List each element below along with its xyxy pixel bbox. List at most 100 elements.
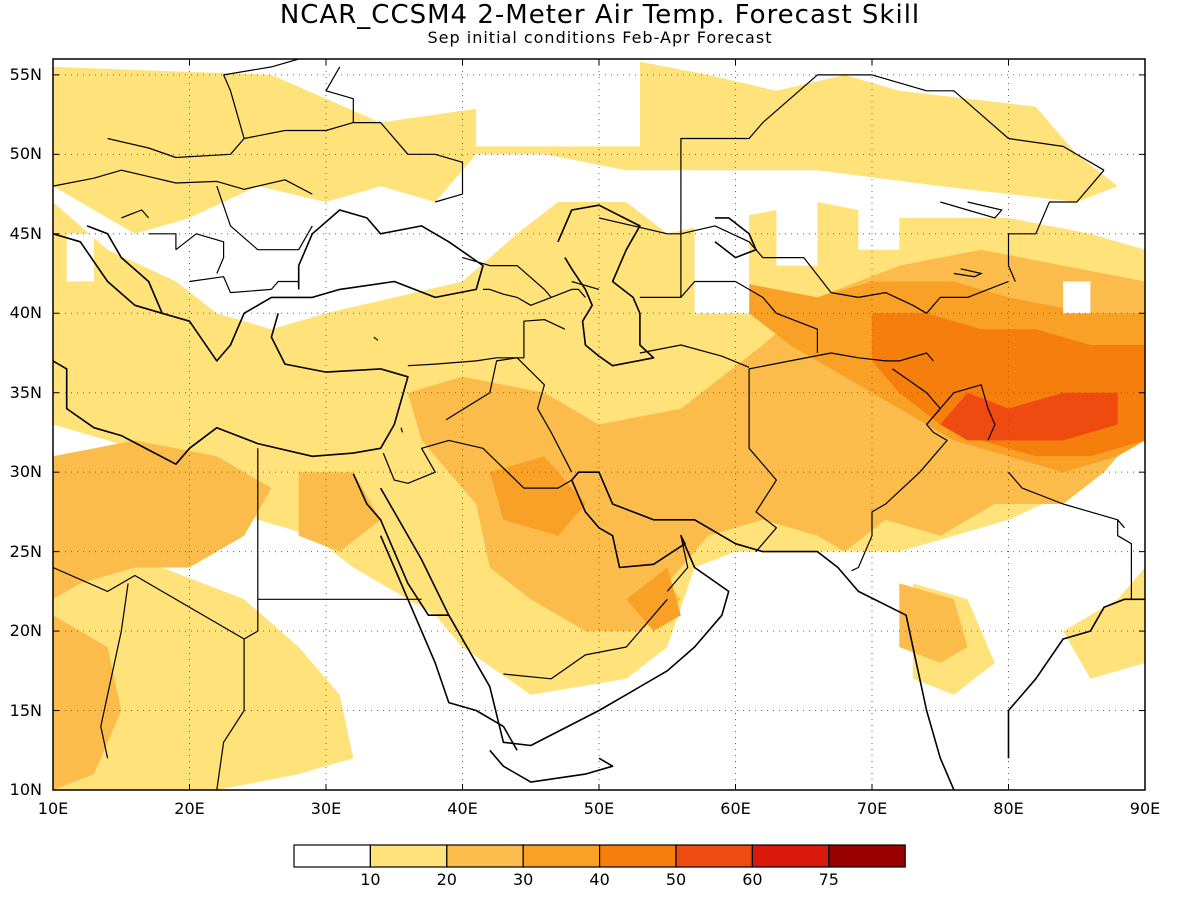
country-border-28 [270,280,299,290]
skill-region-15 [940,392,1118,441]
skill-region-7 [53,615,122,790]
country-border-10 [748,352,934,370]
lon-label-20E: 20E [174,799,205,818]
country-border-27 [325,66,354,123]
lat-label-35N: 35N [9,382,42,402]
country-border-23 [53,169,313,195]
colorbar-label-10: 10 [360,870,381,889]
country-border-35 [121,209,150,219]
colorbar-label-75: 75 [818,870,839,889]
country-border-11 [639,344,750,368]
country-border-2 [53,566,245,640]
coastline-7 [489,749,614,783]
skill-shading-layer [53,59,1145,790]
skill-region-10 [899,583,968,663]
coastline-4 [379,487,450,616]
coastline-2 [53,313,409,466]
missing-data-box-0 [476,59,640,147]
colorbar-swatch-5 [675,844,754,868]
country-border-9 [748,368,778,552]
missing-data-box-1 [694,202,750,314]
lat-label-50N: 50N [9,144,42,164]
lat-label-15N: 15N [9,700,42,720]
country-border-19 [1008,471,1125,529]
country-border-22 [926,280,1009,314]
geography-outline-layer [53,59,1145,790]
country-border-21 [1007,169,1105,282]
country-border-33 [550,288,586,298]
colorbar-label-50: 50 [665,870,687,889]
country-border-8 [666,535,689,592]
country-border-20 [1117,519,1133,600]
lon-label-50E: 50E [583,799,615,818]
colorbar [293,844,906,868]
country-border-7 [503,598,668,680]
axis-ticks [52,59,1146,791]
coastline-5 [1007,598,1145,759]
colorbar-swatch-7 [828,844,906,868]
country-border-14 [598,217,681,235]
lon-label-80E: 80E [993,799,1024,818]
country-border-18 [926,384,996,441]
lat-label-55N: 55N [9,64,42,84]
colorbar-swatch-4 [598,844,677,868]
lake-outline-2 [373,336,379,341]
missing-data-box-3 [1063,281,1091,314]
country-border-34 [148,233,177,250]
colorbar-swatch-0 [293,844,372,868]
skill-region-13 [626,567,681,632]
lat-label-25N: 25N [9,541,42,561]
skill-region-2 [53,567,354,790]
lake-outline-0 [940,201,1003,219]
lon-label-90E: 90E [1129,799,1161,818]
country-border-30 [175,233,225,274]
coastline-9 [714,217,757,259]
missing-data-box-2 [776,202,818,266]
country-border-16 [571,280,600,290]
lake-outline-3 [400,427,403,433]
lon-label-10E: 10E [37,799,69,818]
lat-label-45N: 45N [9,223,42,243]
coastline-6 [379,535,518,751]
missing-data-box-5 [66,233,94,282]
chart-subtitle: Sep initial conditions Feb-Apr Forecast [427,28,773,47]
colorbar-swatch-6 [751,844,830,868]
colorbar-swatch-2 [446,844,524,868]
coastline-1 [161,209,484,362]
lon-label-70E: 70E [856,799,888,818]
skill-region-4 [1063,567,1145,679]
missing-data-layer [66,59,1091,314]
country-border-24 [107,74,245,159]
lat-label-20N: 20N [9,621,42,641]
country-border-3 [100,583,129,759]
lat-label-30N: 30N [9,462,42,482]
lake-outline-1 [953,268,984,278]
colorbar-label-20: 20 [436,870,457,889]
country-border-4 [382,439,573,489]
lat-label-10N: 10N [9,780,42,799]
country-border-32 [462,257,552,306]
country-border-6 [407,319,566,367]
lon-label-30E: 30E [310,799,342,818]
colorbar-label-60: 60 [742,870,763,889]
colorbar-label-30: 30 [513,870,534,889]
lat-label-40N: 40N [9,303,42,323]
country-border-25 [243,121,464,203]
colorbar-swatch-1 [369,844,448,868]
chart-title: NCAR_CCSM4 2-Meter Air Temp. Forecast Sk… [279,0,921,30]
coastline-3 [352,471,955,790]
colorbar-label-40: 40 [589,870,610,889]
country-border-13 [680,225,927,314]
country-border-31 [216,185,313,251]
country-border-12 [639,280,819,353]
country-border-26 [223,59,299,76]
country-border-15 [680,74,1105,234]
skill-region-6 [298,472,381,552]
lon-label-40E: 40E [447,799,478,818]
missing-data-box-4 [858,202,900,250]
country-border-5 [445,357,573,473]
skill-region-5 [53,440,272,600]
skill-region-12 [489,456,586,536]
lon-label-60E: 60E [720,799,751,818]
